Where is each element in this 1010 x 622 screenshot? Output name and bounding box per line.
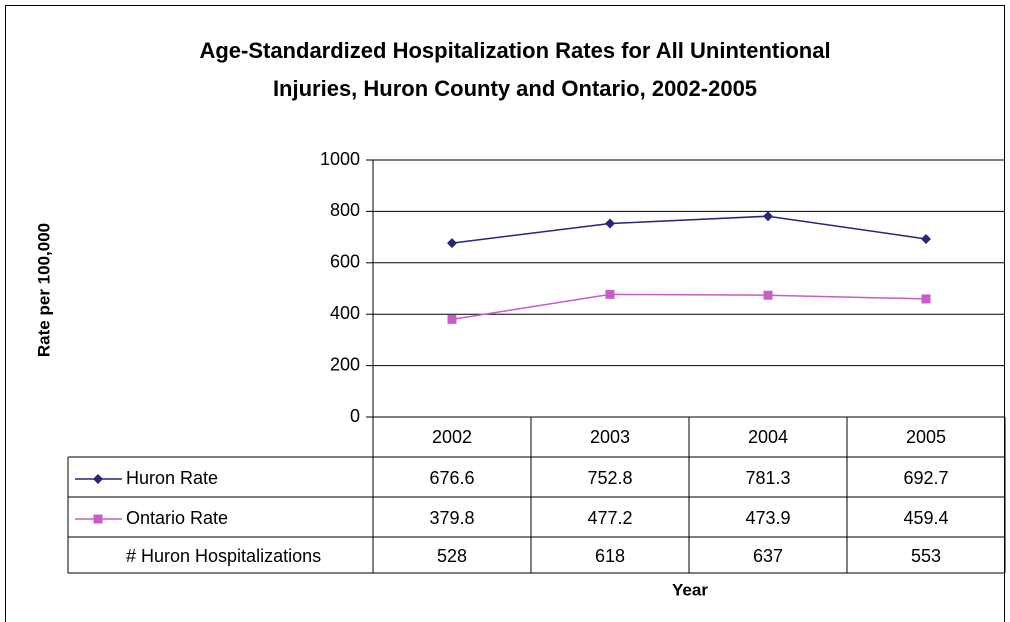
table-cell: 676.6 bbox=[429, 468, 474, 488]
table-cell: 553 bbox=[911, 546, 941, 566]
x-tick-label: 2004 bbox=[748, 427, 788, 447]
y-axis-title: Rate per 100,000 bbox=[34, 223, 53, 357]
x-tick-label: 2005 bbox=[906, 427, 946, 447]
data-point bbox=[605, 218, 615, 229]
table-cell: 528 bbox=[437, 546, 467, 566]
frame bbox=[5, 5, 1005, 622]
legend-label: Huron Rate bbox=[126, 468, 218, 488]
table-cell: 637 bbox=[753, 546, 783, 566]
legend-marker bbox=[93, 514, 103, 524]
legend-marker bbox=[93, 474, 103, 484]
y-tick-label: 0 bbox=[350, 406, 360, 426]
y-tick-label: 1000 bbox=[320, 149, 360, 169]
data-point bbox=[447, 314, 457, 324]
table-cell: 781.3 bbox=[745, 468, 790, 488]
table-cell: 618 bbox=[595, 546, 625, 566]
chart-title: Injuries, Huron County and Ontario, 2002… bbox=[273, 76, 757, 101]
data-point bbox=[447, 238, 457, 249]
series-line bbox=[451, 293, 927, 321]
data-point bbox=[605, 289, 615, 299]
table-row-label: # Huron Hospitalizations bbox=[126, 546, 321, 566]
data-point bbox=[763, 211, 773, 222]
data-point bbox=[921, 294, 931, 304]
y-tick-label: 600 bbox=[330, 252, 360, 272]
table-cell: 752.8 bbox=[587, 468, 632, 488]
legend-label: Ontario Rate bbox=[126, 508, 228, 528]
data-point bbox=[921, 233, 931, 244]
x-tick-label: 2002 bbox=[432, 427, 472, 447]
table-cell: 477.2 bbox=[587, 508, 632, 528]
series-line bbox=[451, 215, 927, 244]
y-tick-label: 200 bbox=[330, 354, 360, 374]
x-tick-label: 2003 bbox=[590, 427, 630, 447]
table-cell: 459.4 bbox=[903, 508, 948, 528]
x-axis-title: Year bbox=[672, 580, 708, 599]
data-point bbox=[763, 290, 773, 300]
y-tick-label: 800 bbox=[330, 200, 360, 220]
table-cell: 473.9 bbox=[745, 508, 790, 528]
table-cell: 692.7 bbox=[903, 468, 948, 488]
chart-title: Age-Standardized Hospitalization Rates f… bbox=[199, 38, 830, 63]
y-tick-label: 400 bbox=[330, 303, 360, 323]
table-cell: 379.8 bbox=[429, 508, 474, 528]
